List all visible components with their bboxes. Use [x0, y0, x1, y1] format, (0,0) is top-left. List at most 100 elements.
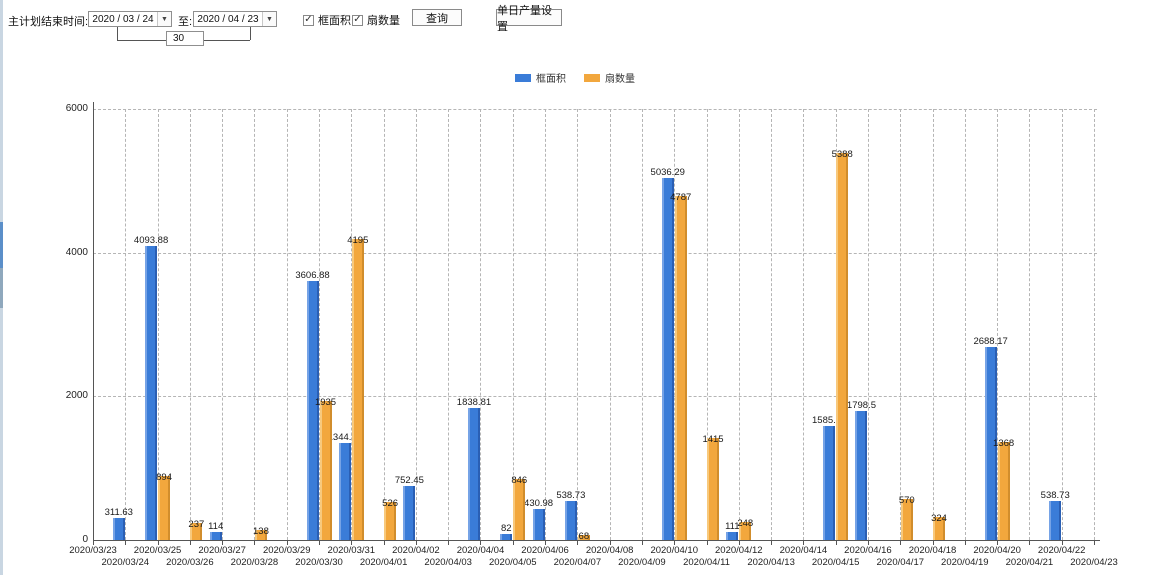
grid-line-x	[932, 109, 934, 540]
bar-value-label-fan-count: 570	[898, 495, 915, 507]
date-from-value: 2020 / 03 / 24	[92, 13, 154, 25]
x-axis-tick	[286, 540, 288, 545]
bar-fan-count	[739, 522, 752, 540]
x-tick-label: 2020/04/10	[650, 545, 698, 556]
x-tick-label: 2020/04/14	[779, 545, 828, 556]
grid-line-x	[545, 109, 547, 540]
legend-label-frame-area: 框面积	[536, 74, 566, 85]
grid-line-x	[609, 109, 611, 540]
x-tick-label: 2020/04/05	[488, 557, 537, 568]
to-label: 至:	[178, 16, 193, 28]
x-axis-line	[93, 540, 1100, 541]
bar-value-label-frame-area: 111	[725, 521, 740, 533]
bar-value-label-fan-count: 846	[511, 475, 528, 487]
x-axis-tick	[997, 540, 999, 545]
x-tick-label: 2020/04/03	[424, 557, 472, 568]
grid-line-x	[964, 109, 966, 540]
bar-value-label-frame-area: 3606.88	[295, 269, 330, 281]
x-tick-label: 2020/03/31	[327, 545, 376, 556]
bar-frame-area	[855, 410, 868, 540]
grid-line-x	[771, 109, 773, 540]
checkbox-fan-count-check-icon[interactable]: ✓	[352, 14, 363, 26]
bar-frame-area	[467, 407, 480, 540]
x-axis-tick	[1029, 540, 1031, 545]
connector-line	[117, 27, 118, 40]
query-button[interactable]: 查询	[412, 9, 462, 26]
date-from-picker[interactable]: 2020 / 03 / 24 ▼	[88, 11, 172, 27]
grid-line-x	[319, 109, 321, 540]
x-axis-tick	[771, 540, 773, 545]
x-axis-tick	[448, 540, 450, 545]
checkbox-fan-count-label: 扇数量	[367, 15, 400, 27]
grid-line-x	[415, 109, 417, 540]
date-from-dropdown-icon[interactable]: ▼	[157, 12, 171, 26]
bar-fan-count	[190, 522, 203, 540]
x-axis-tick	[577, 540, 579, 545]
bar-value-label-frame-area: 311.63	[104, 506, 133, 518]
x-axis-tick	[900, 540, 902, 545]
bar-value-label-frame-area: 1798.5	[846, 399, 876, 411]
bar-value-label-frame-area: 430.98	[524, 498, 554, 510]
x-axis-tick	[480, 540, 482, 545]
x-tick-label: 2020/04/19	[941, 557, 989, 568]
x-tick-label: 2020/04/17	[876, 557, 925, 568]
bar-fan-count	[933, 516, 946, 540]
interval-days-input[interactable]: 30	[166, 31, 204, 46]
bar-fan-count	[836, 152, 849, 540]
x-axis-tick	[835, 540, 837, 545]
x-axis-tick	[415, 540, 417, 545]
bar-value-label-frame-area: 4093.88	[133, 234, 169, 246]
bar-fan-count	[158, 475, 171, 540]
bar-fan-count	[254, 530, 267, 540]
bar-value-label-frame-area: 2688.17	[973, 335, 1008, 347]
x-axis-tick	[383, 540, 385, 545]
x-tick-label: 2020/03/24	[101, 557, 150, 568]
bar-value-label-fan-count: 1415	[702, 434, 724, 446]
grid-line-x	[480, 109, 482, 540]
bar-value-label-fan-count: 4787	[670, 192, 692, 204]
x-axis-tick	[964, 540, 966, 545]
x-axis-tick	[222, 540, 224, 545]
bar-frame-area	[984, 346, 997, 540]
x-tick-label: 2020/04/22	[1037, 545, 1086, 556]
bar-value-label-fan-count: 1935	[314, 397, 337, 408]
x-tick-label: 2020/04/01	[359, 557, 408, 568]
bar-value-label-frame-area: 538.73	[1040, 490, 1070, 502]
x-axis-tick	[641, 540, 643, 545]
checkbox-frame-area[interactable]: ✓ 框面积	[303, 12, 351, 28]
date-to-picker[interactable]: 2020 / 04 / 23 ▼	[193, 11, 277, 27]
bar-value-label-fan-count: 894	[156, 471, 172, 483]
legend-item-frame-area: 框面积	[515, 70, 566, 85]
x-axis-tick	[351, 540, 353, 545]
bar-frame-area	[823, 426, 836, 540]
x-axis-tick	[319, 540, 321, 545]
grid-line-x	[641, 109, 643, 540]
checkbox-frame-area-check-icon[interactable]: ✓	[303, 14, 314, 26]
x-tick-label: 2020/04/16	[844, 545, 892, 556]
x-tick-label: 2020/04/15	[811, 557, 860, 568]
bar-frame-area	[306, 280, 319, 540]
checkbox-fan-count[interactable]: ✓ 扇数量	[352, 12, 400, 28]
x-axis-tick	[867, 540, 869, 545]
x-axis-tick	[125, 540, 127, 545]
x-tick-label: 2020/04/02	[392, 545, 440, 556]
legend-swatch-fan-count	[584, 73, 600, 82]
date-to-dropdown-icon[interactable]: ▼	[262, 12, 276, 26]
x-tick-label: 2020/04/12	[715, 545, 763, 556]
x-tick-label: 2020/04/18	[908, 545, 957, 556]
window-left-edge-accent	[0, 222, 3, 272]
x-axis-tick	[706, 540, 708, 545]
x-axis-tick	[157, 540, 159, 545]
bar-fan-count	[384, 502, 397, 540]
y-tick-label: 4000	[65, 246, 88, 258]
x-tick-label: 2020/04/23	[1070, 557, 1118, 568]
bar-fan-count	[513, 479, 526, 540]
x-tick-label: 2020/03/29	[262, 545, 311, 556]
bar-value-label-fan-count: 237	[188, 518, 205, 530]
x-tick-label: 2020/04/21	[1005, 557, 1054, 568]
bar-fan-count	[319, 401, 332, 540]
bar-frame-area	[1049, 501, 1062, 540]
bar-fan-count	[351, 238, 364, 540]
